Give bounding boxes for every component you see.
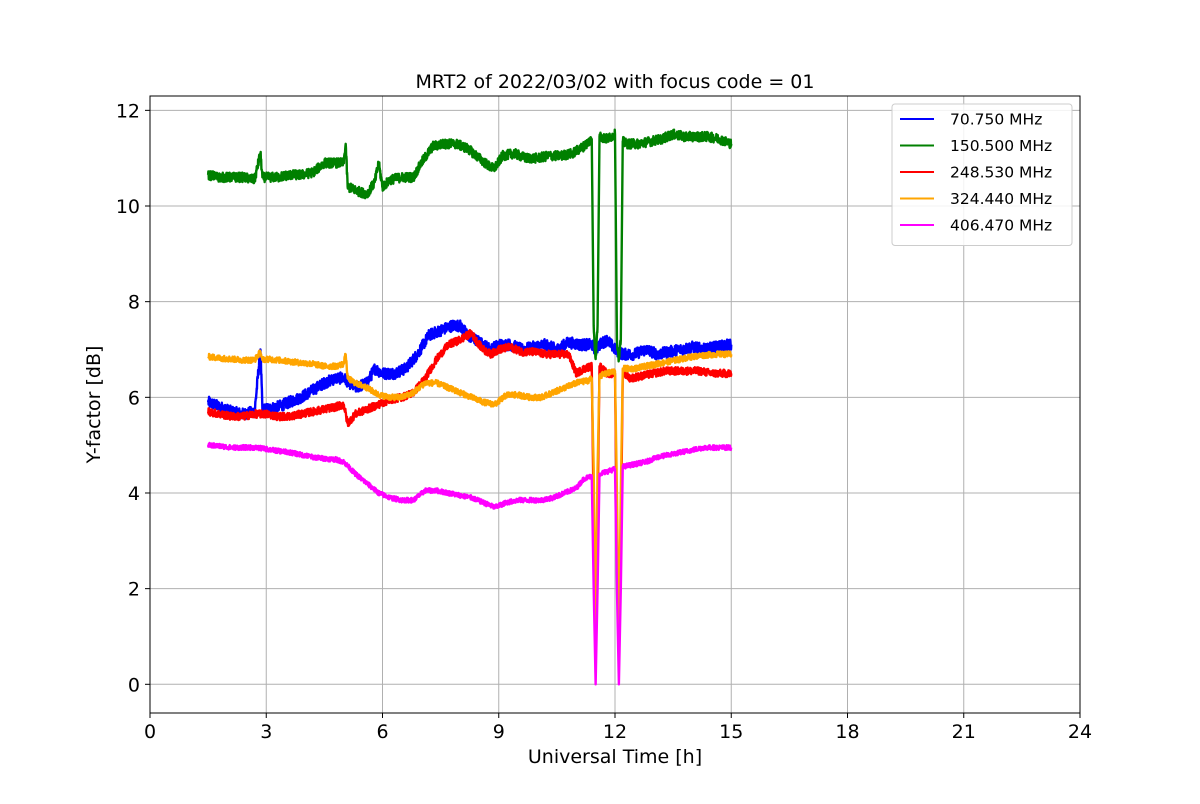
legend: 70.750 MHz 150.500 MHz 248.530 MHz 324.440 … xyxy=(891,103,1073,246)
legend-label: 70.750 MHz xyxy=(950,111,1042,129)
x-tick-label: 9 xyxy=(493,721,505,743)
y-tick-label: 2 xyxy=(128,579,140,601)
y-tick-label: 12 xyxy=(116,100,140,122)
y-axis-label: Y-factor [dB] xyxy=(83,346,105,465)
series-line-4 xyxy=(206,441,733,686)
x-tick-label: 0 xyxy=(144,721,156,743)
legend-label: 150.500 MHz xyxy=(950,137,1052,155)
legend-label: 248.530 MHz xyxy=(950,164,1052,182)
y-tick-label: 6 xyxy=(128,387,140,409)
y-tick-label: 8 xyxy=(128,292,140,314)
legend-label: 406.470 MHz xyxy=(950,217,1052,235)
legend-box xyxy=(891,103,1073,246)
x-tick-label: 24 xyxy=(1068,721,1092,743)
x-tick-label: 15 xyxy=(719,721,743,743)
y-tick-label: 0 xyxy=(128,674,140,696)
x-tick-label: 21 xyxy=(952,721,976,743)
plot-series xyxy=(206,128,733,686)
legend-label: 324.440 MHz xyxy=(950,190,1052,208)
x-tick-label: 12 xyxy=(603,721,627,743)
x-tick-label: 6 xyxy=(376,721,388,743)
series-line-2 xyxy=(206,328,733,662)
x-axis-label: Universal Time [h] xyxy=(528,746,702,768)
x-tick-label: 18 xyxy=(835,721,859,743)
chart-title: MRT2 of 2022/03/02 with focus code = 01 xyxy=(416,71,815,93)
series-line-3 xyxy=(207,349,733,638)
y-tick-label: 10 xyxy=(116,196,140,218)
y-tick-label: 4 xyxy=(128,483,140,505)
series-line-1 xyxy=(206,128,733,363)
x-tick-label: 3 xyxy=(260,721,272,743)
